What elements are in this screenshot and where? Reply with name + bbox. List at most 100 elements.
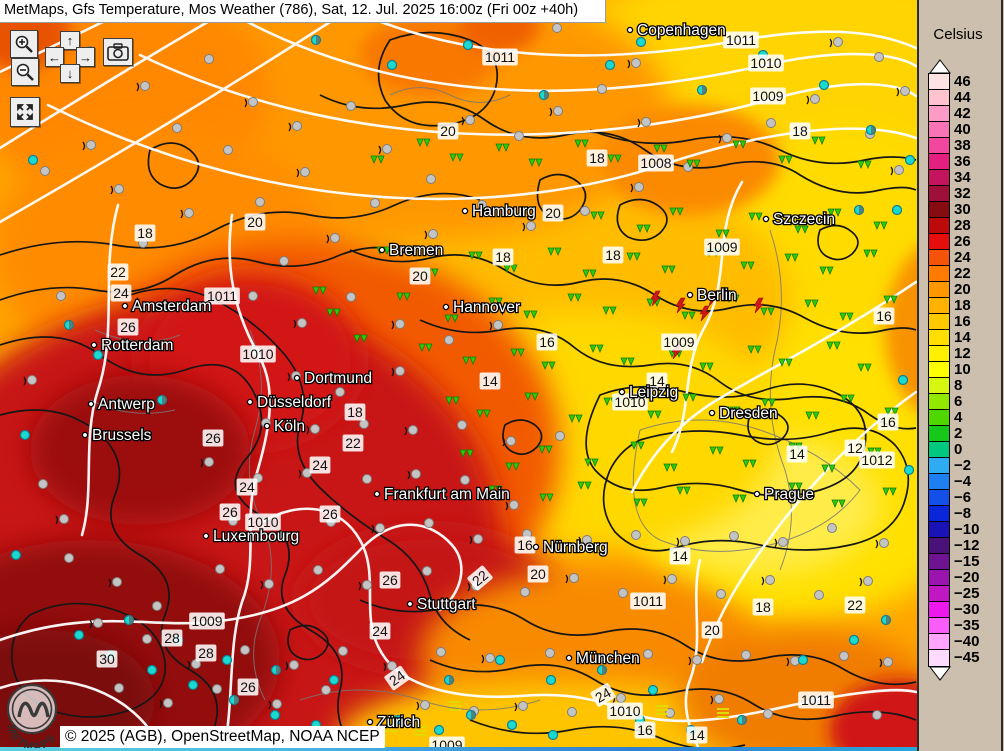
legend-entry: 46 <box>928 73 979 91</box>
pan-right-button[interactable]: → <box>76 47 95 67</box>
station-symbol <box>326 233 340 244</box>
pan-up-button[interactable]: ↑ <box>60 31 80 50</box>
rain-shower-icon <box>748 212 763 222</box>
legend-swatch <box>928 409 950 427</box>
pan-left-button[interactable]: ← <box>45 47 64 67</box>
fog-icon <box>717 708 729 718</box>
contour-label: 16 <box>877 413 899 431</box>
svg-text:22: 22 <box>345 435 361 451</box>
rain-shower-icon <box>784 253 799 263</box>
contour-label: 1011 <box>798 691 834 709</box>
legend-swatch <box>928 633 950 651</box>
rain-shower-icon <box>312 286 327 296</box>
station-cold-symbol <box>462 39 474 51</box>
station-symbol <box>469 534 483 545</box>
station-symbol <box>23 375 37 386</box>
rain-shower-icon <box>863 249 878 259</box>
snapshot-button[interactable] <box>103 38 133 66</box>
legend-value: 44 <box>954 89 971 106</box>
station-cold-symbol <box>269 709 281 721</box>
contour-label: 1010 <box>240 345 276 363</box>
rain-shower-icon <box>326 308 341 318</box>
contour-label: 14 <box>786 445 808 463</box>
contour-label: 20 <box>409 267 431 285</box>
legend-swatch <box>928 473 950 491</box>
rain-shower-icon <box>584 458 599 468</box>
station-symbol <box>255 197 265 207</box>
rain-shower-icon <box>488 297 503 307</box>
fullscreen-button[interactable] <box>10 97 40 127</box>
station-cold-symbol <box>545 674 557 686</box>
legend-entry: 14 <box>928 329 979 347</box>
legend-entry: 16 <box>928 313 979 331</box>
metmaps-logo[interactable]: METMAPS <box>2 682 64 748</box>
city-marker <box>366 718 374 726</box>
svg-text:28: 28 <box>164 630 180 646</box>
station-symbol <box>879 657 893 668</box>
legend-swatch <box>928 393 950 411</box>
rain-shower-icon <box>805 411 820 421</box>
magnifier-minus-icon <box>16 63 34 81</box>
contour-label: 24 <box>590 683 616 707</box>
legend-swatch <box>928 105 950 123</box>
svg-text:14: 14 <box>649 373 665 389</box>
station-symbol <box>371 523 385 534</box>
station-symbol <box>676 536 690 547</box>
city-label: Düsseldorf <box>246 393 333 412</box>
station-cold-symbol <box>696 84 708 96</box>
rain-shower-icon <box>396 292 411 302</box>
station-symbol <box>741 650 751 660</box>
legend-entry: −15 <box>928 553 979 571</box>
contour-label: 18 <box>344 403 366 421</box>
pan-down-button[interactable]: ↓ <box>60 64 80 83</box>
city-label: Zürich <box>366 713 421 732</box>
legend-entry: 22 <box>928 265 979 283</box>
city-label: Dortmund <box>293 369 373 388</box>
station-symbol <box>187 659 201 670</box>
legend-value: 46 <box>954 73 971 90</box>
contour-label: 26 <box>117 318 139 336</box>
legend-entry: 42 <box>928 105 979 123</box>
station-symbol <box>874 52 884 62</box>
legend-swatch <box>928 313 950 331</box>
station-symbol <box>296 167 310 178</box>
station-symbol <box>565 573 579 584</box>
station-symbol <box>136 81 150 92</box>
thunderstorm-icon <box>650 290 661 307</box>
zoom-in-button[interactable] <box>10 30 38 58</box>
station-cold-symbol <box>635 36 647 48</box>
station-cold-symbol <box>903 464 915 476</box>
contour-label: 26 <box>202 429 224 447</box>
rain-shower-icon <box>682 393 697 403</box>
arrow-down-icon: ↓ <box>66 66 74 81</box>
station-symbol <box>180 208 194 219</box>
station-cold-symbol <box>328 674 340 686</box>
svg-text:26: 26 <box>205 430 221 446</box>
legend-entry: 40 <box>928 121 979 139</box>
rain-shower-icon <box>539 493 554 503</box>
svg-text:1012: 1012 <box>861 452 892 468</box>
contour-label: 18 <box>602 246 624 264</box>
attribution-bar[interactable]: © 2025 (AGB), OpenStreetMap, NOAA NCEP <box>60 726 385 748</box>
station-symbol <box>215 564 225 574</box>
thunderstorm-icon <box>707 290 718 307</box>
rain-shower-icon <box>418 343 433 353</box>
weather-map[interactable]: 1011 1011 1010 1009 1008 1009 1011 1010 1009 1010… <box>0 0 917 751</box>
station-symbol <box>859 576 873 587</box>
rain-shower-icon <box>528 158 543 168</box>
arrow-up-icon: ↑ <box>66 33 74 48</box>
station-symbol <box>223 145 233 155</box>
legend-value: 2 <box>954 425 963 442</box>
fog-icon <box>414 726 426 736</box>
station-cold-symbol <box>443 674 455 686</box>
legend-value: 30 <box>954 201 971 218</box>
station-cold-symbol <box>596 664 608 676</box>
legend-value: 8 <box>954 377 963 394</box>
legend-swatch <box>928 169 950 187</box>
contour-label: 24 <box>384 665 410 691</box>
svg-text:20: 20 <box>704 622 720 638</box>
rain-shower-icon <box>715 229 730 239</box>
zoom-out-button[interactable] <box>11 58 39 86</box>
station-symbol <box>627 58 641 69</box>
svg-text:24: 24 <box>372 623 388 639</box>
